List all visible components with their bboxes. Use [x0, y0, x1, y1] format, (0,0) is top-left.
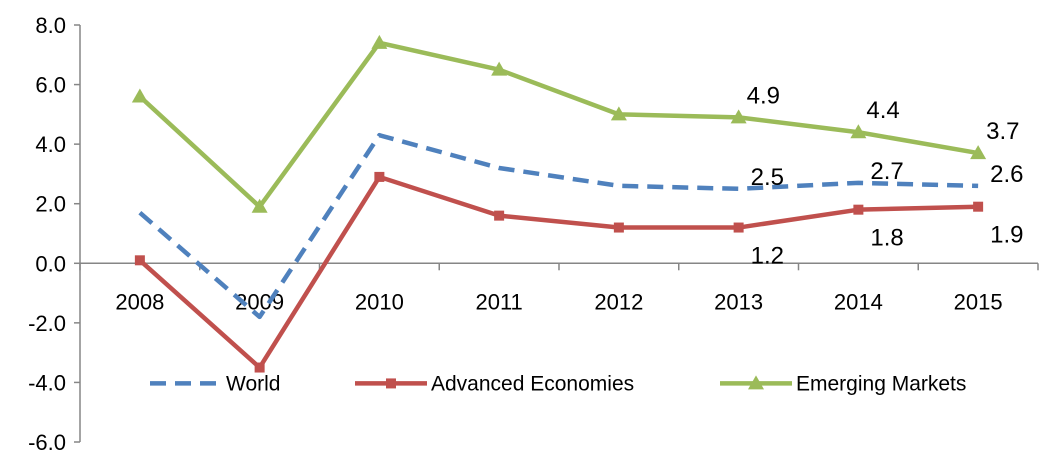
x-tick-label: 2010: [355, 289, 404, 314]
data-label: 4.9: [747, 82, 780, 109]
x-tick-label: 2011: [475, 289, 522, 314]
x-tick-label: 2013: [714, 289, 763, 314]
data-labels: 2.5 2.7 2.6 1.2 1.8 1.9 4.9 4.4 3.7: [747, 82, 1024, 269]
data-label: 4.4: [866, 97, 899, 124]
y-tick-label: 4.0: [35, 132, 66, 157]
data-point-marker: [131, 88, 148, 103]
x-tick-label: 2014: [834, 289, 883, 314]
data-point-marker: [733, 222, 744, 233]
data-label: 1.9: [990, 222, 1023, 249]
data-point-marker: [134, 255, 145, 266]
legend-label: World: [226, 372, 280, 395]
series-line-1: [138, 132, 979, 320]
data-label: 2.5: [751, 164, 784, 191]
data-point-marker: [371, 34, 388, 49]
data-point-marker: [973, 201, 984, 212]
y-tick-label: 0.0: [35, 251, 66, 276]
y-tick-label: -2.0: [28, 311, 66, 336]
data-label: 1.8: [870, 225, 903, 252]
data-point-marker: [491, 61, 508, 76]
data-point-marker: [374, 171, 385, 182]
data-point-marker: [610, 106, 627, 121]
data-point-marker: [494, 210, 505, 221]
y-tick-label: -4.0: [28, 370, 66, 395]
data-point-marker: [254, 362, 265, 373]
legend-label: Advanced Economies: [431, 372, 634, 395]
legend-swatch-marker: [748, 375, 764, 390]
x-tick-label: 2015: [954, 289, 1003, 314]
legend: World Advanced Economies Emerging Markets: [150, 372, 966, 395]
series-line-2: [138, 174, 979, 370]
data-point-marker: [613, 222, 624, 233]
data-label: 2.7: [870, 158, 903, 185]
legend-swatch-marker: [386, 378, 396, 389]
y-tick-label: 8.0: [35, 13, 66, 38]
data-label: 3.7: [986, 118, 1019, 145]
data-point-marker: [970, 145, 987, 160]
y-tick-label: -6.0: [28, 430, 66, 452]
x-tick-label: 2012: [594, 289, 643, 314]
legend-label: Emerging Markets: [796, 372, 966, 395]
data-point-marker: [730, 109, 747, 124]
series-line-3: [138, 40, 979, 209]
data-point-marker: [850, 124, 867, 139]
y-tick-label: 2.0: [35, 192, 66, 217]
data-label: 1.2: [751, 243, 784, 270]
data-point-marker: [251, 198, 268, 213]
data-label: 2.6: [990, 161, 1023, 188]
x-tick-label: 2008: [115, 289, 164, 314]
y-tick-label: 6.0: [35, 73, 66, 98]
series-lines: [131, 34, 987, 373]
data-point-marker: [853, 204, 864, 215]
